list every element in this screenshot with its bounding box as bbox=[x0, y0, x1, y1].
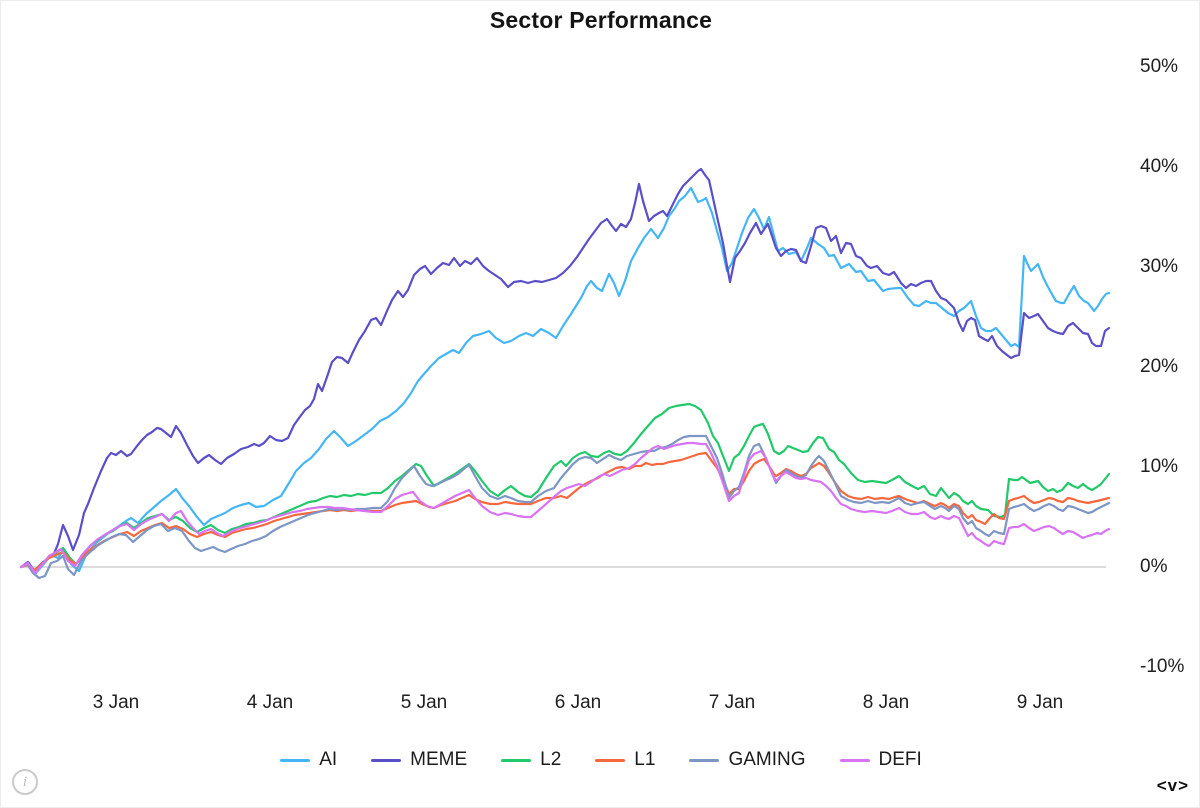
legend-label: DEFI bbox=[878, 749, 922, 770]
series-line-l2 bbox=[19, 402, 1111, 574]
y-tick-label: 10% bbox=[1140, 456, 1179, 477]
legend-label: AI bbox=[319, 749, 338, 770]
chart-legend: AI MEME L2 L1 GAMING DEFI bbox=[1, 749, 1199, 771]
x-tick-label: 4 Jan bbox=[246, 692, 294, 713]
legend-item-l1[interactable]: L1 bbox=[595, 749, 655, 771]
y-tick-label: -10% bbox=[1140, 656, 1185, 677]
legend-swatch-gaming bbox=[689, 758, 720, 762]
legend-label: L1 bbox=[634, 749, 656, 770]
logo-v[interactable]: <v> bbox=[1156, 776, 1189, 795]
info-icon-glyph: i bbox=[22, 773, 28, 790]
legend-label: GAMING bbox=[728, 749, 806, 770]
legend-swatch-l1 bbox=[595, 758, 626, 762]
legend-item-meme[interactable]: MEME bbox=[371, 749, 467, 771]
legend-item-defi[interactable]: DEFI bbox=[839, 749, 922, 771]
legend-swatch-meme bbox=[371, 758, 402, 762]
legend-label: L2 bbox=[540, 749, 562, 770]
x-tick-label: 8 Jan bbox=[862, 692, 910, 713]
line-chart-plot bbox=[19, 167, 1111, 580]
info-icon[interactable]: i bbox=[12, 769, 38, 795]
y-tick-label: 0% bbox=[1140, 556, 1168, 577]
series-line-l1 bbox=[19, 451, 1111, 572]
legend-item-ai[interactable]: AI bbox=[280, 749, 337, 771]
x-tick-label: 5 Jan bbox=[400, 692, 448, 713]
y-tick-label: 20% bbox=[1140, 356, 1179, 377]
y-tick-label: 50% bbox=[1140, 56, 1179, 77]
x-tick-label: 3 Jan bbox=[92, 692, 140, 713]
series-line-ai bbox=[19, 186, 1111, 575]
legend-swatch-ai bbox=[280, 758, 311, 762]
series-line-meme bbox=[19, 167, 1111, 573]
x-tick-label: 6 Jan bbox=[554, 692, 602, 713]
series-line-gaming bbox=[19, 434, 1111, 580]
y-tick-label: 30% bbox=[1140, 256, 1179, 277]
legend-item-gaming[interactable]: GAMING bbox=[689, 749, 806, 771]
series-line-defi bbox=[19, 441, 1111, 575]
y-tick-label: 40% bbox=[1140, 156, 1179, 177]
legend-swatch-l2 bbox=[501, 758, 532, 762]
legend-swatch-defi bbox=[839, 758, 870, 762]
chart-title: Sector Performance bbox=[489, 7, 713, 33]
x-tick-label: 7 Jan bbox=[708, 692, 756, 713]
legend-label: MEME bbox=[410, 749, 468, 770]
x-tick-label: 9 Jan bbox=[1016, 692, 1064, 713]
legend-item-l2[interactable]: L2 bbox=[501, 749, 561, 771]
